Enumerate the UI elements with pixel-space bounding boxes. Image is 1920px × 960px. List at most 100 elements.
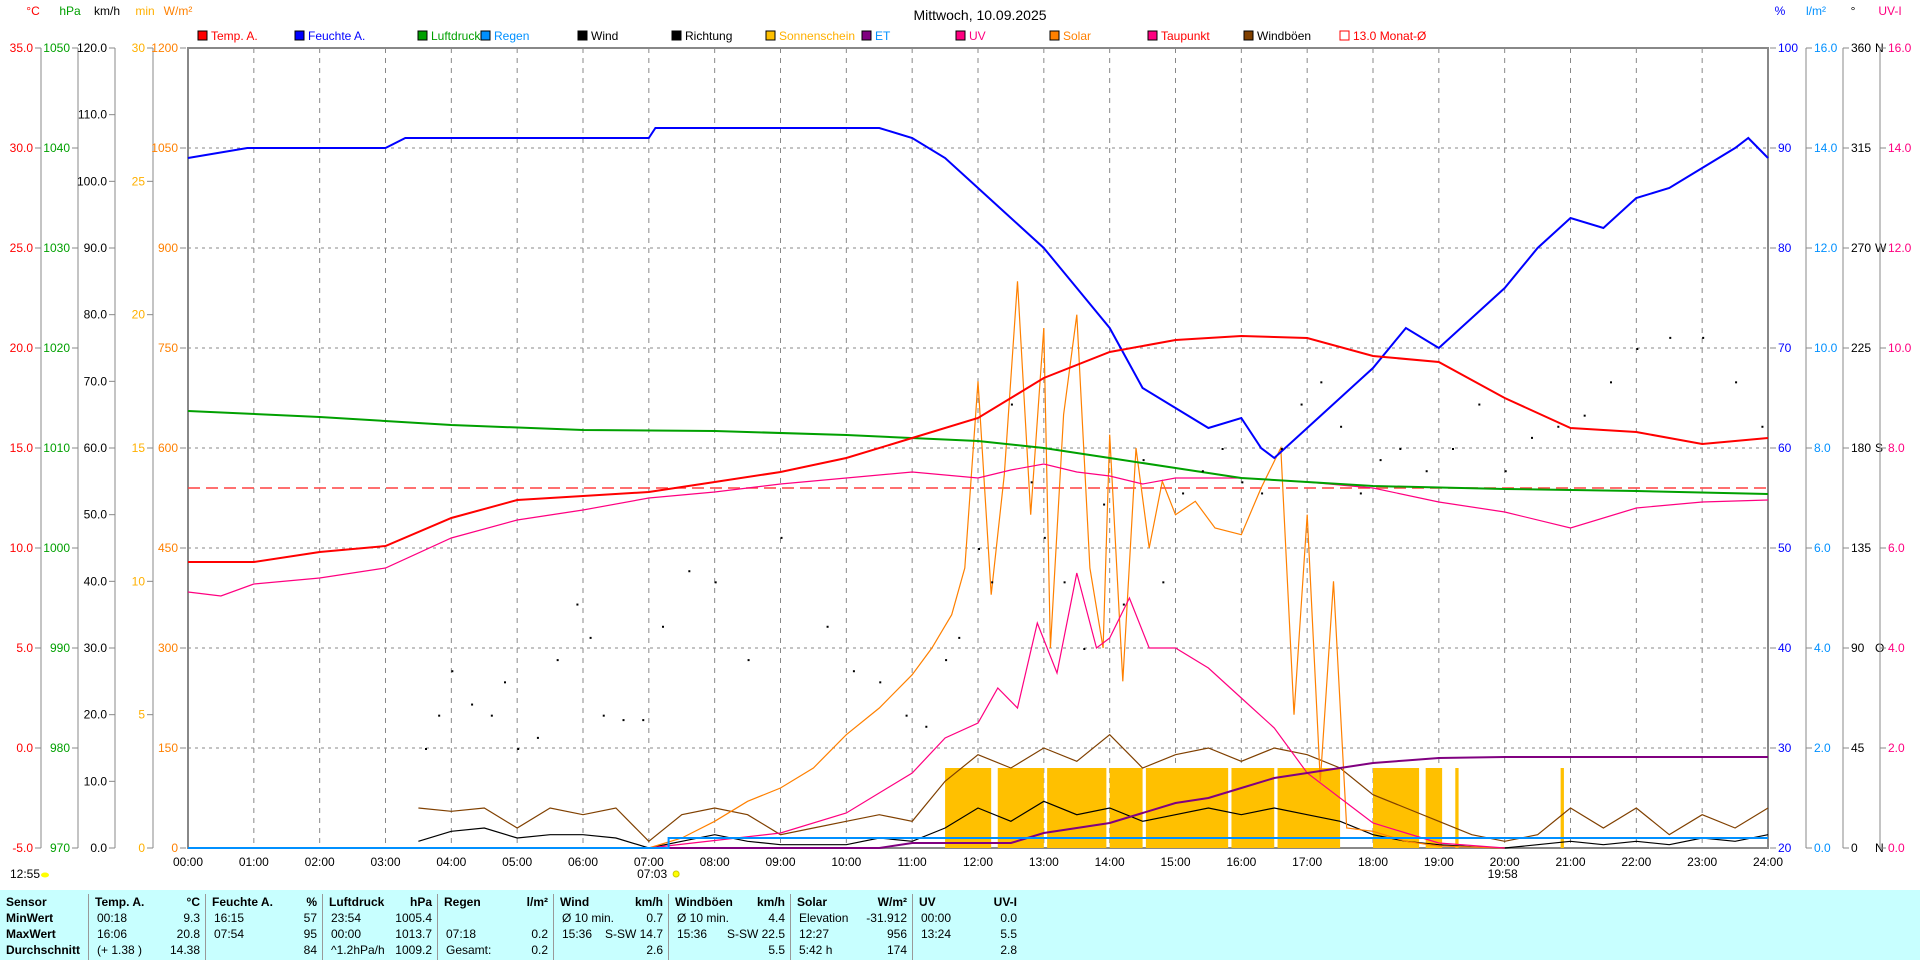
direction-point [589,636,592,639]
table-cell: S-SW 22.5 [726,927,785,941]
direction-point [714,581,717,584]
weather-chart: Mittwoch, 10.09.2025 00:00 01:00 02:00 03:00… [10,4,1912,881]
table-cell: 23:54 [331,911,362,925]
legend-swatch [294,30,305,41]
direction-point [438,714,441,717]
axis-tick-label-rain: 10.0 [1814,341,1838,355]
direction-point [1531,436,1533,439]
axis-tick-label-rain: 12.0 [1814,241,1838,255]
legend-swatch [1339,30,1350,41]
table-cell: l/m² [526,895,548,909]
x-tick-label: 01:00 [239,855,269,869]
table-cell: 5.5 [768,943,785,957]
compass-label: S [1875,441,1883,455]
sunshine-bar [1455,768,1459,848]
direction-point [1359,492,1362,495]
direction-point [945,659,948,662]
table-cell: 5:42 h [799,943,833,957]
axis-tick-label-rain: 0.0 [1814,841,1831,855]
table-column: Feuchte A.% 16:15 57 07:54 95 84 [205,894,323,960]
table-cell: Sensor [6,895,47,909]
table-cell: 00:00 [331,927,362,941]
legend-label: ET [875,29,891,43]
axis-tick-label-pressure: 1000 [43,541,70,555]
table-cell: 0.2 [531,943,548,957]
table-cell: Ø 10 min. [677,911,730,925]
axis-tick-label-uv: 16.0 [1888,41,1912,55]
axis-tick-label-wind: 80.0 [84,308,108,322]
x-tick-label: 03:00 [370,855,400,869]
direction-point [1761,425,1764,428]
table-cell: Solar [797,895,828,909]
legend-label: Taupunkt [1161,29,1210,43]
axis-tick-label-wind: 10.0 [84,774,108,788]
direction-point [1103,503,1106,506]
direction-point [688,570,691,573]
axis-tick-label-sunshine: 15 [132,441,146,455]
direction-point [1583,414,1586,417]
axis-tick-label-uv: 8.0 [1888,441,1905,455]
table-cell: -31.912 [866,911,907,925]
axis-unit-humidity: % [1775,4,1786,18]
direction-point [1261,492,1264,495]
direction-point [1557,425,1560,428]
direction-point [576,603,579,606]
x-tick-label: 04:00 [436,855,466,869]
axis-tick-label-wind: 20.0 [84,708,108,722]
axis-tick-label-temp: 30.0 [10,141,34,155]
table-cell: 0.2 [531,927,548,941]
axis-tick-label-direction: 0 [1851,841,1858,855]
table-cell: hPa [409,895,432,909]
direction-point [1043,536,1046,539]
x-tick-label: 06:00 [568,855,598,869]
table-cell: MinWert [6,911,54,925]
legend-label: Sonnenschein [779,29,855,43]
sunshine-bar [1560,768,1564,848]
axis-tick-label-direction: 315 [1851,141,1871,155]
direction-point [1142,459,1145,462]
table-cell: 15:36 [677,927,708,941]
table-cell: 2.8 [1000,943,1017,957]
axis-tick-label-humidity: 60 [1778,441,1792,455]
direction-point [1636,348,1639,350]
axis-tick-label-rain: 4.0 [1814,641,1831,655]
legend-label: Wind [591,29,618,43]
axis-tick-label-humidity: 80 [1778,241,1792,255]
axis-tick-label-temp: 25.0 [10,241,34,255]
moonrise-time: 12:55 [10,867,40,881]
direction-point [958,636,961,639]
axis-tick-label-humidity: 70 [1778,341,1792,355]
table-cell: 0.0 [1000,911,1017,925]
legend-swatch [1049,30,1060,41]
axis-unit-direction: ° [1851,4,1856,18]
table-cell: Windböen [675,895,733,909]
table-cell: 20.8 [176,927,200,941]
table-cell: 2.6 [646,943,663,957]
axis-tick-label-solar: 0 [171,841,178,855]
table-cell: 07:54 [214,927,245,941]
direction-point [1379,459,1382,462]
chart-title: Mittwoch, 10.09.2025 [913,7,1046,23]
direction-point [642,719,645,722]
sunshine-bar [1231,768,1275,848]
direction-point [852,670,855,673]
series-line-et [188,756,1768,849]
direction-point [879,681,882,684]
table-cell: 956 [886,927,907,941]
axis-tick-label-direction: 90 [1851,641,1865,655]
direction-point [1083,648,1086,650]
axis-tick-label-uv: 10.0 [1888,341,1912,355]
table-cell: Luftdruck [329,895,385,909]
axis-unit-rain: l/m² [1806,4,1826,18]
series-line-temp-a- [188,334,1769,563]
axis-tick-label-wind: 120.0 [77,41,107,55]
legend-label: 13.0 Monat-Ø [1353,29,1426,43]
axis-tick-label-direction: 45 [1851,741,1865,755]
axis-tick-label-pressure: 1020 [43,341,70,355]
legend-label: Windböen [1257,29,1311,43]
direction-point [1425,470,1428,473]
table-cell: km/h [634,895,663,909]
axis-tick-label-sunshine: 10 [132,574,146,588]
axis-tick-label-uv: 12.0 [1888,241,1912,255]
direction-point [747,659,750,662]
